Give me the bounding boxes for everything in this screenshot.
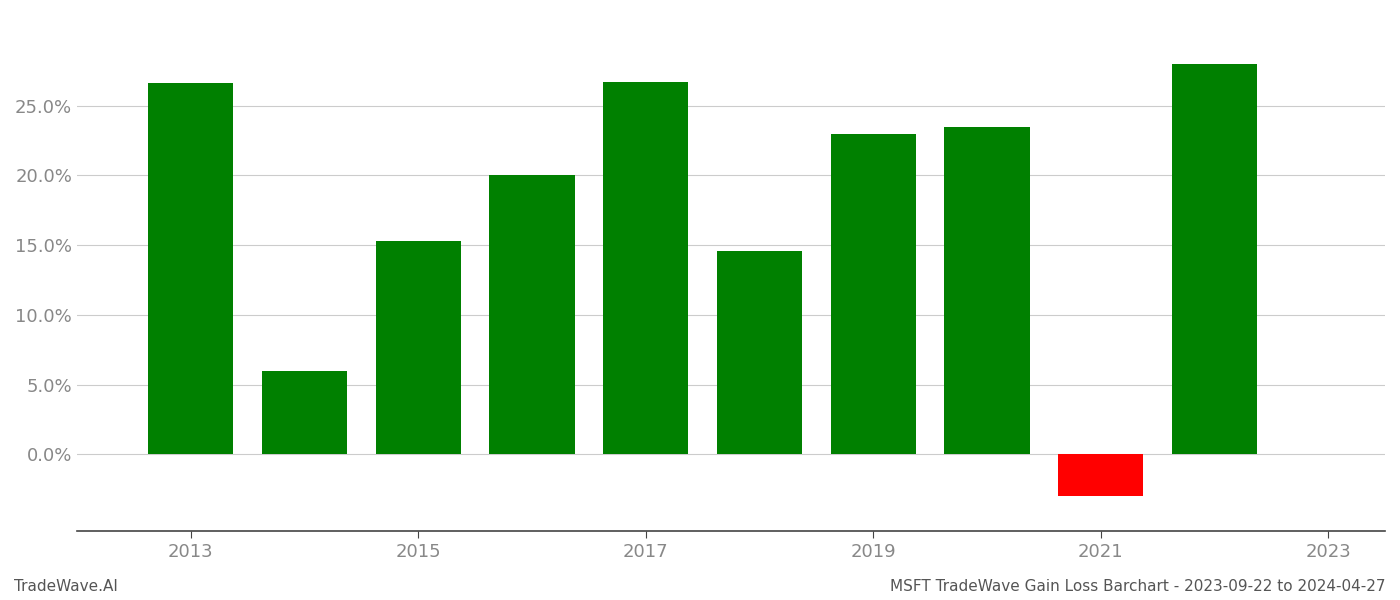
Bar: [1058, 454, 1144, 496]
Text: TradeWave.AI: TradeWave.AI: [14, 579, 118, 594]
Bar: [262, 371, 347, 454]
Bar: [375, 241, 461, 454]
Bar: [944, 127, 1029, 454]
Bar: [1172, 64, 1257, 454]
Bar: [830, 134, 916, 454]
Text: MSFT TradeWave Gain Loss Barchart - 2023-09-22 to 2024-04-27: MSFT TradeWave Gain Loss Barchart - 2023…: [890, 579, 1386, 594]
Bar: [489, 175, 574, 454]
Bar: [717, 251, 802, 454]
Bar: [148, 83, 234, 454]
Bar: [603, 82, 689, 454]
